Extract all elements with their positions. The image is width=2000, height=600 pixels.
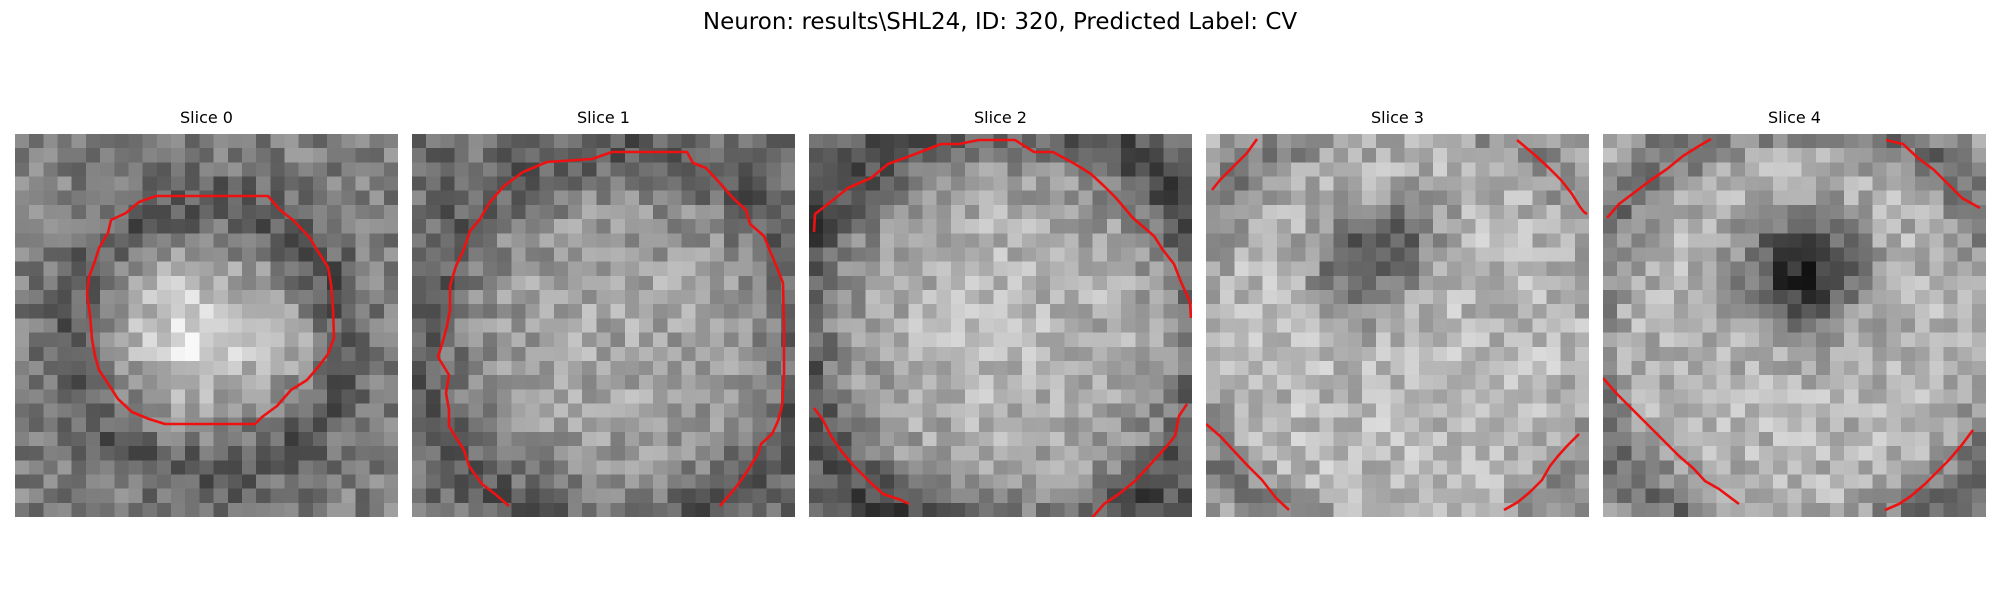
slice-1-contour-segment <box>522 150 786 507</box>
slice-1-contour <box>436 150 786 507</box>
figure-title: Neuron: results\SHL24, ID: 320, Predicte… <box>702 9 1298 35</box>
slice-2-contour-segment <box>1091 403 1189 517</box>
slice-4-pixels <box>1603 134 1986 517</box>
slice-3-title: Slice 3 <box>1371 108 1424 127</box>
slice-1-image <box>412 134 795 517</box>
slice-2-pixels <box>809 134 1192 517</box>
slice-1-contour-segment <box>436 170 524 507</box>
slice-2-contour <box>812 138 1192 517</box>
slice-0-image <box>15 134 398 517</box>
slice-2-contour-segment <box>979 138 1192 319</box>
slice-3-contour <box>1206 138 1588 512</box>
slice-3-contour-segment <box>1516 139 1588 216</box>
slice-3-pixels <box>1206 134 1589 517</box>
slice-3-contour-segment <box>1210 138 1259 191</box>
slice-2-contour-segment <box>812 138 980 233</box>
slice-4-contour-segment <box>1606 137 1712 219</box>
slice-3-contour-segment <box>1206 423 1290 511</box>
slice-4-image <box>1603 134 1986 517</box>
slice-0-contour-segment <box>85 194 336 426</box>
slice-4-contour <box>1603 137 1981 512</box>
slice-2-image <box>809 134 1192 517</box>
slice-3-contour-segment <box>1503 433 1580 512</box>
slice-2-contour-segment <box>812 407 910 506</box>
slice-4-contour-segment <box>1603 377 1740 506</box>
slice-4-contour-segment <box>1885 138 1981 210</box>
slice-0-contour <box>85 194 336 426</box>
slice-4-contour-segment <box>1884 429 1975 512</box>
slice-1-title: Slice 1 <box>577 108 630 127</box>
slice-0-title: Slice 0 <box>180 108 233 127</box>
slice-3-image <box>1206 134 1589 517</box>
slice-2-title: Slice 2 <box>974 108 1027 127</box>
slice-4-title: Slice 4 <box>1768 108 1821 127</box>
